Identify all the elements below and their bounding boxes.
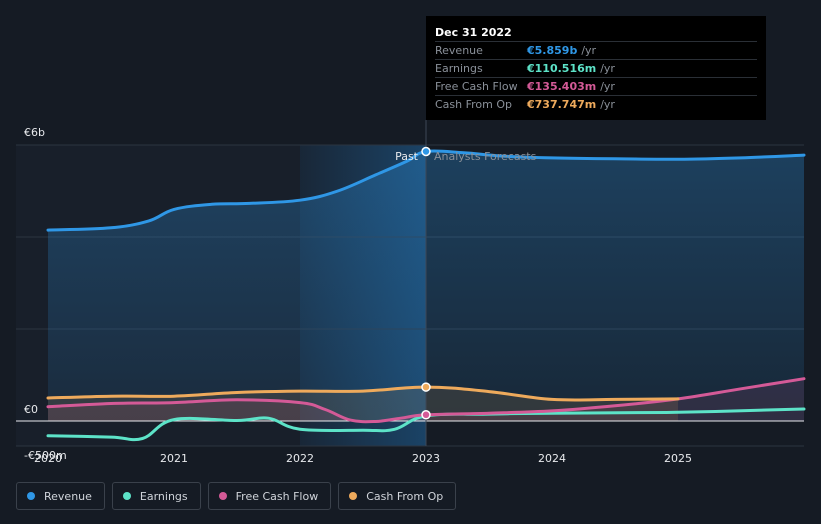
cash-from-op-line	[46, 385, 680, 402]
legend-label: Free Cash Flow	[235, 489, 319, 503]
legend-label: Earnings	[139, 489, 188, 503]
x-tick-label: 2024	[538, 452, 566, 465]
tooltip-label: Free Cash Flow	[435, 80, 518, 93]
legend-revenue[interactable]: Revenue	[16, 482, 105, 510]
tooltip-value: €737.747m	[527, 98, 597, 111]
revenue-line	[46, 149, 806, 232]
legend-dot-icon	[122, 492, 131, 500]
x-tick-label: 2023	[412, 452, 440, 465]
tooltip-unit: /yr	[600, 62, 615, 75]
series-lines	[46, 149, 806, 442]
legend-dot-icon	[349, 492, 358, 500]
revenue-marker	[421, 146, 431, 157]
legend-label: Cash From Op	[366, 489, 444, 503]
x-axis-labels: 2020 2021 2022 2023 2024 2025	[34, 452, 692, 465]
tooltip-unit: /yr	[600, 80, 615, 93]
x-tick-label: 2021	[160, 452, 188, 465]
tooltip-label: Earnings	[435, 62, 483, 75]
legend-dot-icon	[218, 492, 227, 500]
y-tick-label: €0	[24, 403, 38, 416]
legend-free-cash-flow[interactable]: Free Cash Flow	[207, 482, 332, 510]
x-tick-label: 2020	[34, 452, 62, 465]
past-label: Past	[395, 150, 419, 163]
legend-dot-icon	[27, 492, 35, 500]
tooltip-value: €135.403m	[527, 80, 597, 93]
tooltip-row-revenue: Revenue €5.859b /yr	[435, 41, 757, 59]
x-tick-label: 2022	[286, 452, 314, 465]
tooltip-label: Cash From Op	[435, 98, 513, 111]
free-cash-flow-line	[46, 377, 806, 424]
hover-tooltip: Dec 31 2022 Revenue €5.859b /yr Earnings…	[426, 16, 766, 120]
legend-label: Revenue	[44, 489, 92, 503]
chart-legend: Revenue Earnings Free Cash Flow Cash Fro…	[16, 482, 457, 510]
chart-canvas: €6b €0 -€500m 2020 2021 2022 2023 2024 2025 Pas…	[16, 120, 806, 465]
tooltip-value: €110.516m	[527, 62, 597, 75]
x-tick-label: 2025	[664, 452, 692, 465]
free-cash-flow-marker	[421, 410, 431, 420]
tooltip-date: Dec 31 2022	[435, 26, 512, 39]
tooltip-value: €5.859b	[527, 44, 578, 57]
free-cash-flow-area	[48, 378, 804, 422]
earnings-line	[46, 407, 806, 442]
legend-cash-from-op[interactable]: Cash From Op	[338, 482, 457, 510]
tooltip-label: Revenue	[435, 44, 483, 57]
tooltip-unit: /yr	[600, 98, 615, 111]
series-markers	[421, 146, 431, 420]
analysts-forecasts-label: Analysts Forecasts	[434, 150, 537, 163]
y-tick-label: €6b	[24, 126, 45, 139]
tooltip-row-free-cash-flow: Free Cash Flow €135.403m /yr	[435, 77, 757, 95]
tooltip-row-earnings: Earnings €110.516m /yr	[435, 59, 757, 77]
y-tick-label: -€500m	[24, 449, 67, 462]
cash-from-op-marker	[421, 382, 431, 392]
y-axis-labels: €6b €0 -€500m	[24, 126, 67, 462]
legend-earnings[interactable]: Earnings	[111, 482, 201, 510]
tooltip-unit: /yr	[581, 44, 597, 57]
tooltip-row-cash-from-op: Cash From Op €737.747m /yr	[435, 95, 757, 113]
